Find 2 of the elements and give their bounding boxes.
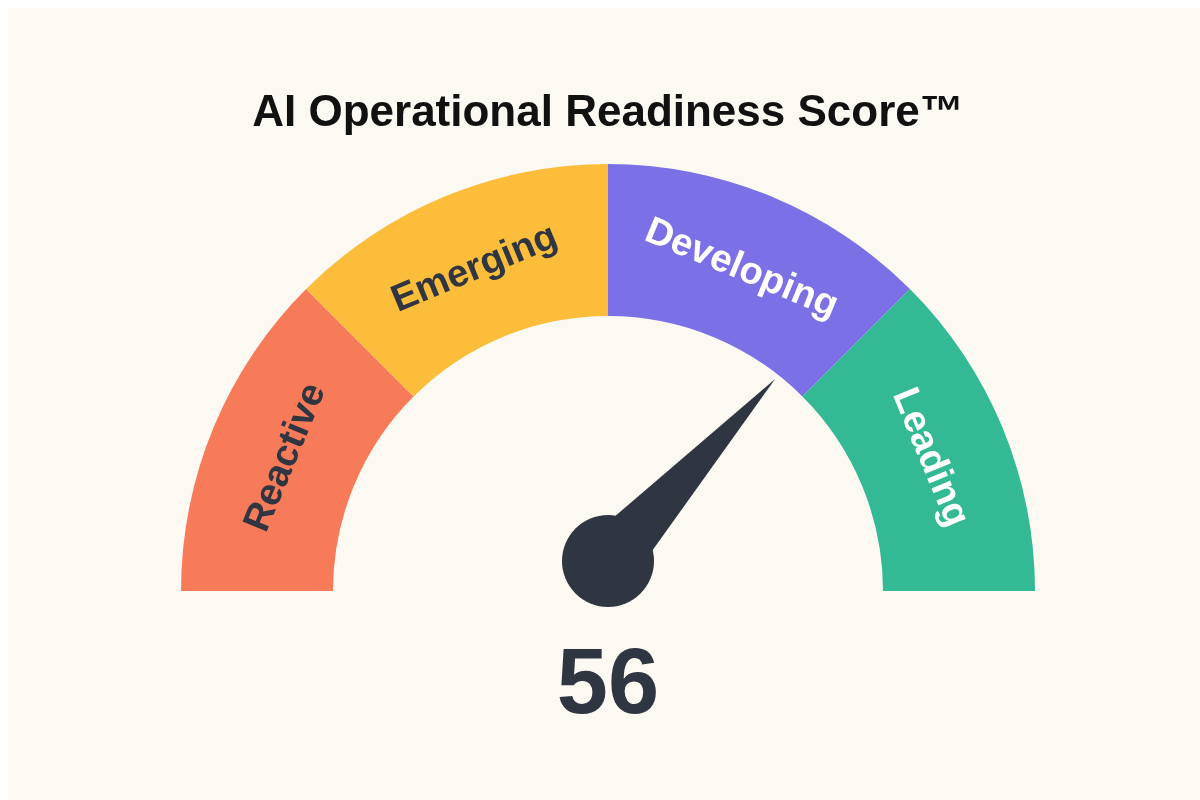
chart-title: AI Operational Readiness Score™ — [252, 86, 964, 135]
text: 56 — [556, 630, 660, 732]
